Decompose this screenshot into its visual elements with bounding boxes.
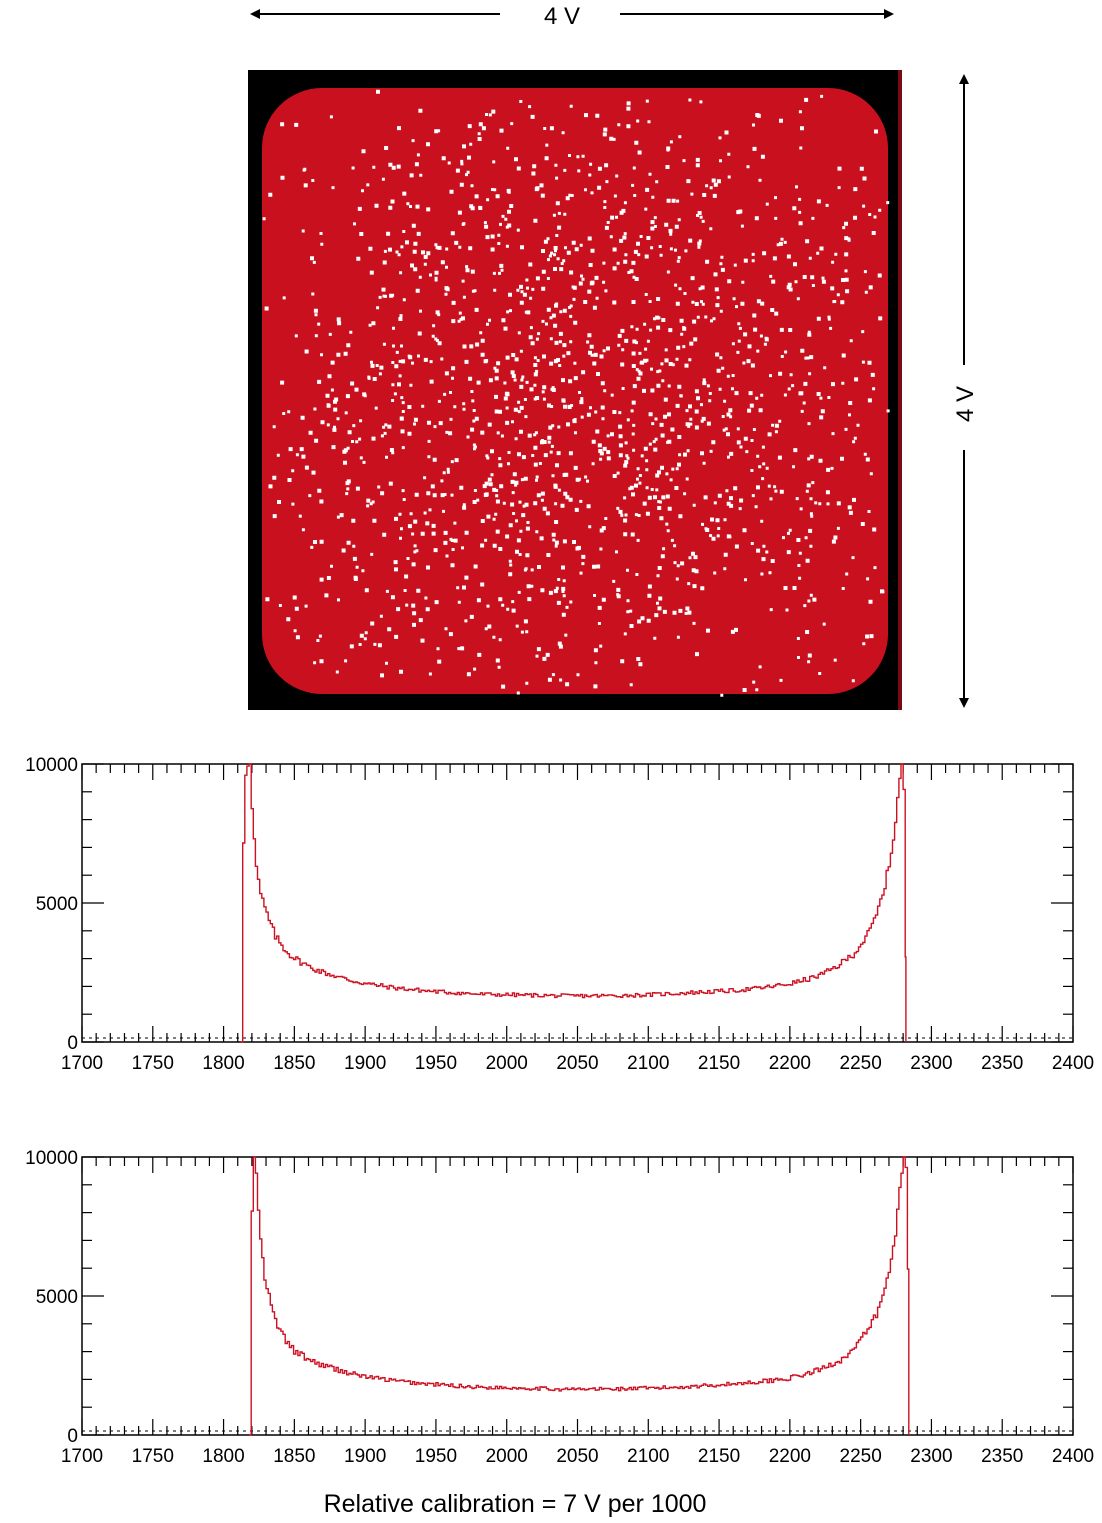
x-tick-label: 1800 [202, 1446, 244, 1467]
x-tick-label: 2350 [981, 1446, 1023, 1467]
x-tick-label: 1900 [344, 1446, 386, 1467]
x-tick-label: 2300 [910, 1446, 952, 1467]
x-tick-label: 2400 [1052, 1446, 1094, 1467]
x-tick-label: 2150 [698, 1053, 740, 1074]
x-tick-label: 2400 [1052, 1053, 1094, 1074]
x-tick-label: 2300 [910, 1053, 952, 1074]
plot-frame [81, 1156, 1074, 1436]
x-tick-label: 2050 [556, 1053, 598, 1074]
x-tick-label: 2000 [486, 1446, 528, 1467]
y-tick-label: 10000 [25, 1148, 78, 1169]
vertical-dimension: 4 V [952, 74, 979, 708]
x-tick-label: 1850 [273, 1053, 315, 1074]
x-tick-label: 1950 [415, 1446, 457, 1467]
x-tick-label: 2100 [627, 1053, 669, 1074]
histogram-top: 1700 1750 1800 1850 1900 1950 2000 2050 2100 2150… [25, 755, 1094, 1074]
density-map [248, 70, 902, 710]
x-tick-label: 1750 [132, 1053, 174, 1074]
x-tick-label: 2200 [769, 1446, 811, 1467]
x-tick-label: 1950 [415, 1053, 457, 1074]
x-tick-label: 2250 [840, 1053, 882, 1074]
y-tick-label: 0 [67, 1033, 78, 1054]
y-tick-label: 5000 [36, 894, 78, 915]
x-tick-label: 1850 [273, 1446, 315, 1467]
horizontal-dimension-label: 4 V [544, 3, 580, 30]
x-tick-label: 2200 [769, 1053, 811, 1074]
x-tick-label: 1750 [132, 1446, 174, 1467]
y-tick-label: 0 [67, 1426, 78, 1447]
y-tick-label: 5000 [36, 1287, 78, 1308]
histogram-trace [240, 763, 907, 1043]
histogram-trace [249, 1156, 910, 1436]
x-tick-label: 2000 [486, 1053, 528, 1074]
vertical-dimension-label: 4 V [952, 386, 979, 422]
x-tick-label: 2150 [698, 1446, 740, 1467]
calibration-caption: Relative calibration = 7 V per 1000 [324, 1490, 707, 1518]
plot-frame [81, 763, 1074, 1043]
x-tick-label: 2100 [627, 1446, 669, 1467]
density-map-right-edge [898, 70, 902, 710]
horizontal-dimension: 4 V [250, 3, 894, 30]
x-tick-label: 1700 [61, 1446, 103, 1467]
x-tick-label: 1900 [344, 1053, 386, 1074]
y-tick-label: 10000 [25, 755, 78, 776]
x-tick-label: 2350 [981, 1053, 1023, 1074]
x-tick-label: 1800 [202, 1053, 244, 1074]
density-map-red-field [262, 88, 888, 694]
x-tick-label: 2250 [840, 1446, 882, 1467]
histogram-bottom: 1700 1750 1800 1850 1900 1950 2000 2050 2100 2150… [25, 1148, 1094, 1467]
x-tick-label: 2050 [556, 1446, 598, 1467]
x-tick-label: 1700 [61, 1053, 103, 1074]
